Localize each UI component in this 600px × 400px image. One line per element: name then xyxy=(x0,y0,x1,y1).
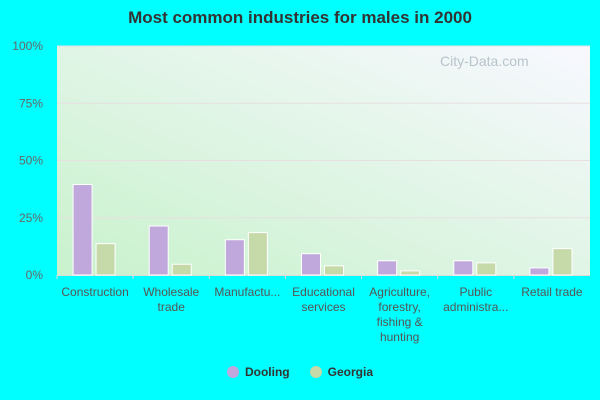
bar-dooling xyxy=(72,184,93,276)
bar-georgia xyxy=(247,232,268,276)
legend-label: Dooling xyxy=(244,365,290,379)
bar-dooling xyxy=(224,239,245,276)
x-category-label: Wholesale xyxy=(143,285,199,299)
y-tick-label: 0% xyxy=(26,268,44,282)
y-tick-label: 100% xyxy=(12,39,43,53)
bar-dooling xyxy=(148,225,169,276)
watermark: City-Data.com xyxy=(440,53,529,69)
x-category-label: Construction xyxy=(61,285,128,299)
x-category-label: forestry, xyxy=(378,300,420,314)
legend-swatch xyxy=(226,366,239,378)
y-tick-label: 50% xyxy=(19,154,43,168)
legend-label: Georgia xyxy=(327,365,373,379)
bar-dooling xyxy=(377,260,398,276)
x-category-label: hunting xyxy=(380,330,419,344)
bar-georgia xyxy=(95,243,116,276)
legend-swatch xyxy=(309,366,322,378)
x-category-label: Educational xyxy=(292,285,355,299)
bar-georgia xyxy=(171,263,192,276)
x-category-label: Public xyxy=(459,285,492,299)
bar-dooling xyxy=(529,267,550,276)
y-tick-label: 75% xyxy=(19,96,43,110)
x-category-label: administra... xyxy=(443,300,508,314)
x-category-label: Manufactu... xyxy=(214,285,280,299)
bar-georgia xyxy=(324,265,344,276)
x-category-label: Retail trade xyxy=(521,285,583,299)
y-tick-label: 25% xyxy=(19,211,43,225)
bar-dooling xyxy=(301,253,321,276)
bar-georgia xyxy=(476,262,497,276)
x-category-label: fishing & xyxy=(377,315,423,329)
bar-georgia xyxy=(400,270,421,276)
bar-dooling xyxy=(453,260,474,276)
chart-title: Most common industries for males in 2000 xyxy=(128,8,472,27)
x-category-label: trade xyxy=(158,300,186,314)
legend-item: Georgia xyxy=(309,365,373,379)
legend: Dooling Georgia xyxy=(0,365,600,381)
legend-item: Dooling xyxy=(226,365,290,379)
x-category-label: services xyxy=(301,300,345,314)
bar-georgia xyxy=(552,248,573,276)
x-category-label: Agriculture, xyxy=(369,285,430,299)
